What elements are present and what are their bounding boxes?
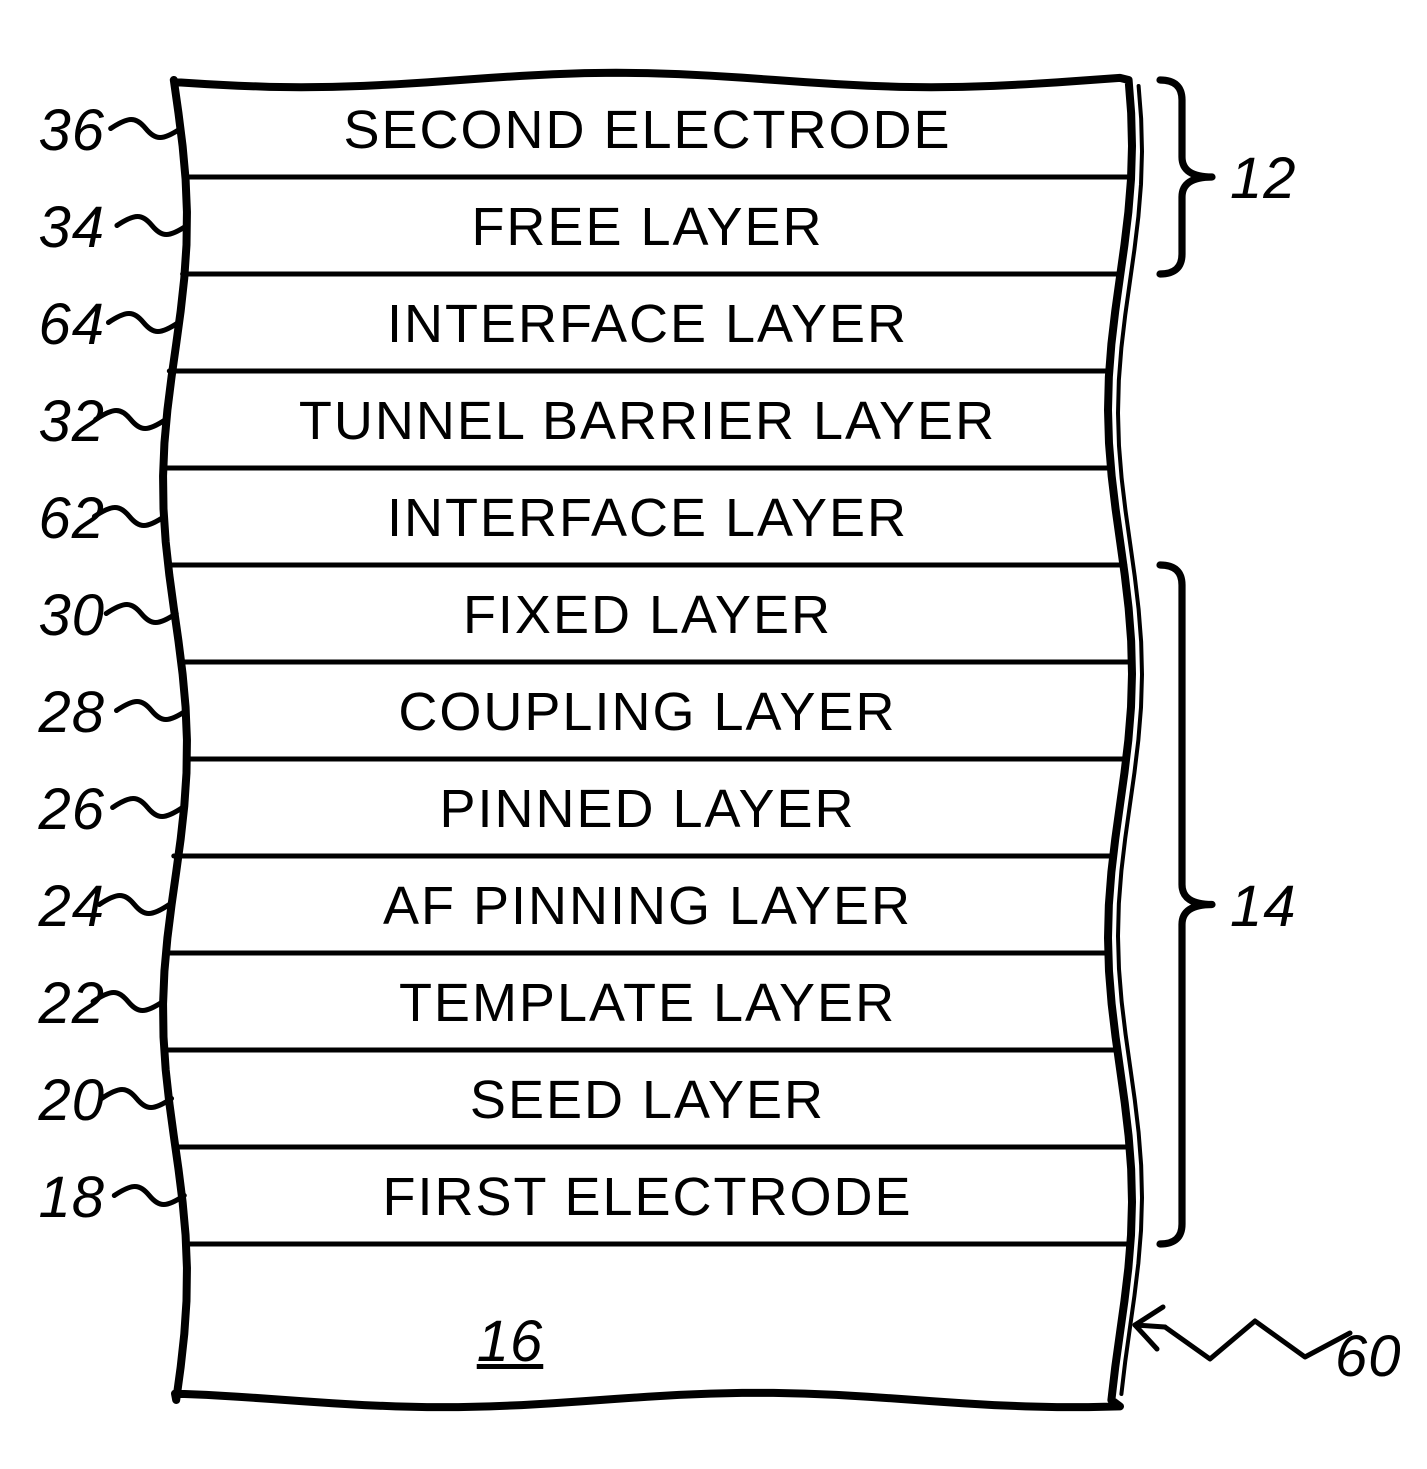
layer-stack-diagram: 36 SECOND ELECTRODE 34 FREE LAYER 64 INTERFAC… [0,0,1427,1464]
layer-number-26: 26 [10,776,105,843]
layer-text-18: FIRST ELECTRODE [205,1166,1090,1228]
layer-number-36: 36 [10,97,105,164]
layer-text-34: FREE LAYER [205,196,1090,258]
layer-number-34: 34 [10,194,105,261]
layer-text-64: INTERFACE LAYER [205,293,1090,355]
layer-number-24: 24 [10,873,105,940]
layer-number-64: 64 [10,291,105,358]
layer-text-30: FIXED LAYER [205,584,1090,646]
pointer-label: 60 [1335,1323,1427,1390]
layer-text-26: PINNED LAYER [205,778,1090,840]
layer-text-20: SEED LAYER [205,1069,1090,1131]
layer-number-62: 62 [10,485,105,552]
layer-number-22: 22 [10,970,105,1037]
layer-number-28: 28 [10,679,105,746]
bracket-label-12: 12 [1230,145,1330,212]
bracket-label-14: 14 [1230,873,1330,940]
layer-text-22: TEMPLATE LAYER [205,972,1090,1034]
layer-text-24: AF PINNING LAYER [205,875,1090,937]
substrate-number: 16 [470,1308,550,1375]
layer-number-20: 20 [10,1067,105,1134]
layer-text-28: COUPLING LAYER [205,681,1090,743]
layer-text-32: TUNNEL BARRIER LAYER [205,390,1090,452]
layer-number-32: 32 [10,388,105,455]
layer-number-30: 30 [10,582,105,649]
layer-number-18: 18 [10,1164,105,1231]
layer-text-62: INTERFACE LAYER [205,487,1090,549]
layer-text-36: SECOND ELECTRODE [205,99,1090,161]
